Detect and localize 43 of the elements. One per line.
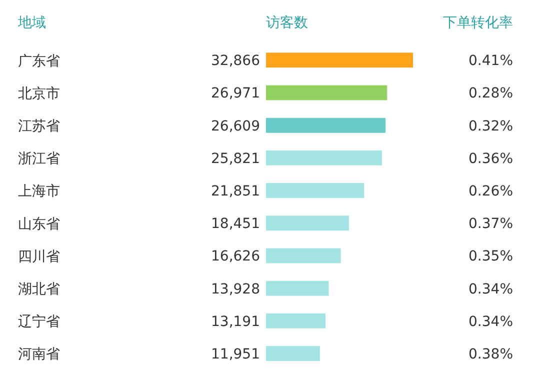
text: 0.28% <box>468 86 513 102</box>
y-tick-label: 河南省 <box>18 346 60 363</box>
y-tick-label: 广东省 <box>18 53 60 70</box>
text: 0.38% <box>468 346 513 363</box>
bar <box>266 118 386 133</box>
text: 0.34% <box>468 281 513 298</box>
bar <box>266 346 320 362</box>
y-tick-label: 江苏省 <box>18 118 60 134</box>
data-label: 26,609 <box>211 118 260 134</box>
data-label: 25,821 <box>211 150 260 167</box>
y-tick-label: 辽宁省 <box>18 314 60 330</box>
text: 0.36% <box>468 150 513 167</box>
data-label: 16,626 <box>211 248 260 265</box>
data-label: 18,451 <box>211 216 260 232</box>
y-tick-label: 浙江省 <box>18 151 60 168</box>
text: 0.26% <box>468 184 513 200</box>
data-label: 13,191 <box>211 314 260 330</box>
y-axis-title: 地域 <box>17 15 46 31</box>
y-tick-label: 四川省 <box>18 248 60 265</box>
y-tick-label: 北京市 <box>18 86 60 102</box>
y-tick-label: 湖北省 <box>18 282 60 298</box>
bar <box>266 216 350 231</box>
text: 0.41% <box>468 53 513 70</box>
bar <box>266 280 329 296</box>
bar <box>266 313 326 328</box>
text: 下单转化率 <box>443 15 513 31</box>
text: 0.35% <box>468 248 513 265</box>
text: 0.37% <box>468 216 513 232</box>
y-tick-label: 山东省 <box>18 216 60 232</box>
x-axis-title: 访客数 <box>266 15 308 31</box>
text: 0.32% <box>468 118 513 134</box>
data-label: 26,971 <box>211 86 260 102</box>
data-label: 21,851 <box>211 184 260 200</box>
bar <box>266 150 382 166</box>
bar <box>266 183 364 198</box>
bar <box>266 85 388 100</box>
bar <box>266 248 341 264</box>
data-label: 32,866 <box>211 53 260 70</box>
data-label: 11,951 <box>211 346 260 363</box>
bar <box>266 52 413 68</box>
y-tick-label: 上海市 <box>18 184 60 200</box>
data-label: 13,928 <box>211 281 260 298</box>
text: 0.34% <box>468 314 513 330</box>
